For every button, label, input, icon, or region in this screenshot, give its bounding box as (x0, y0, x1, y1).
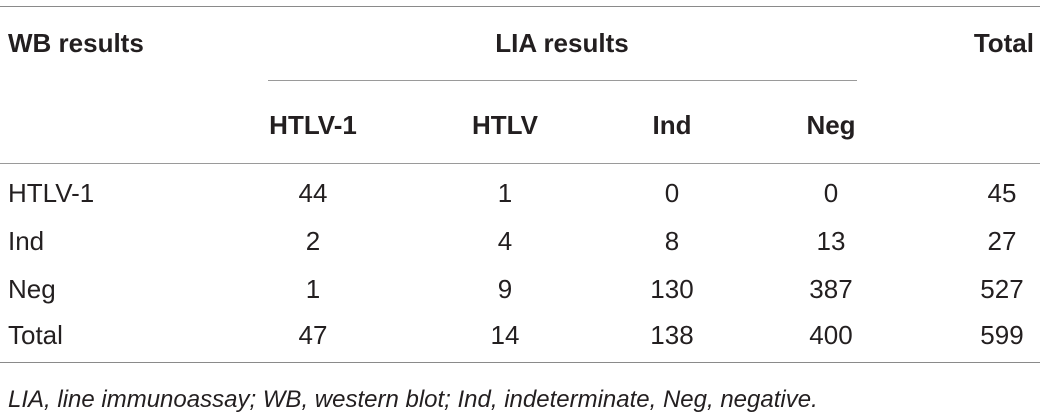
table-cell: 0 (664, 178, 680, 208)
table-cell: 8 (664, 226, 680, 256)
table-cell: 1 (305, 274, 321, 304)
lia-span-rule (268, 80, 857, 81)
header-col-ind: Ind (652, 110, 692, 140)
table-cell: 9 (497, 274, 513, 304)
row-label: Ind (8, 226, 45, 256)
header-wb-results: WB results (8, 28, 144, 58)
header-col-htlv1: HTLV-1 (269, 110, 357, 140)
table-cell: 138 (650, 320, 694, 350)
header-bottom-rule (0, 163, 1040, 164)
table-cell: 14 (490, 320, 520, 350)
row-label: HTLV-1 (8, 178, 95, 208)
header-lia-results: LIA results (495, 28, 629, 58)
row-total: 27 (987, 226, 1017, 256)
header-total: Total (973, 28, 1034, 58)
row-total: 527 (980, 274, 1024, 304)
row-label: Neg (8, 274, 56, 304)
table-cell: 13 (816, 226, 846, 256)
table-cell: 44 (298, 178, 328, 208)
table-bottom-rule (0, 362, 1040, 363)
table-footnote: LIA, line immunoassay; WB, western blot;… (8, 386, 818, 413)
row-total: 599 (980, 320, 1024, 350)
row-total: 45 (987, 178, 1017, 208)
header-col-htlv: HTLV (472, 110, 538, 140)
table-cell: 0 (823, 178, 839, 208)
table-cell: 1 (497, 178, 513, 208)
table-cell: 2 (305, 226, 321, 256)
table-cell: 387 (809, 274, 853, 304)
table-top-rule (0, 6, 1040, 7)
table-cell: 47 (298, 320, 328, 350)
header-col-neg: Neg (806, 110, 856, 140)
row-label: Total (8, 320, 63, 350)
table-cell: 4 (497, 226, 513, 256)
table-cell: 400 (809, 320, 853, 350)
table-cell: 130 (650, 274, 694, 304)
